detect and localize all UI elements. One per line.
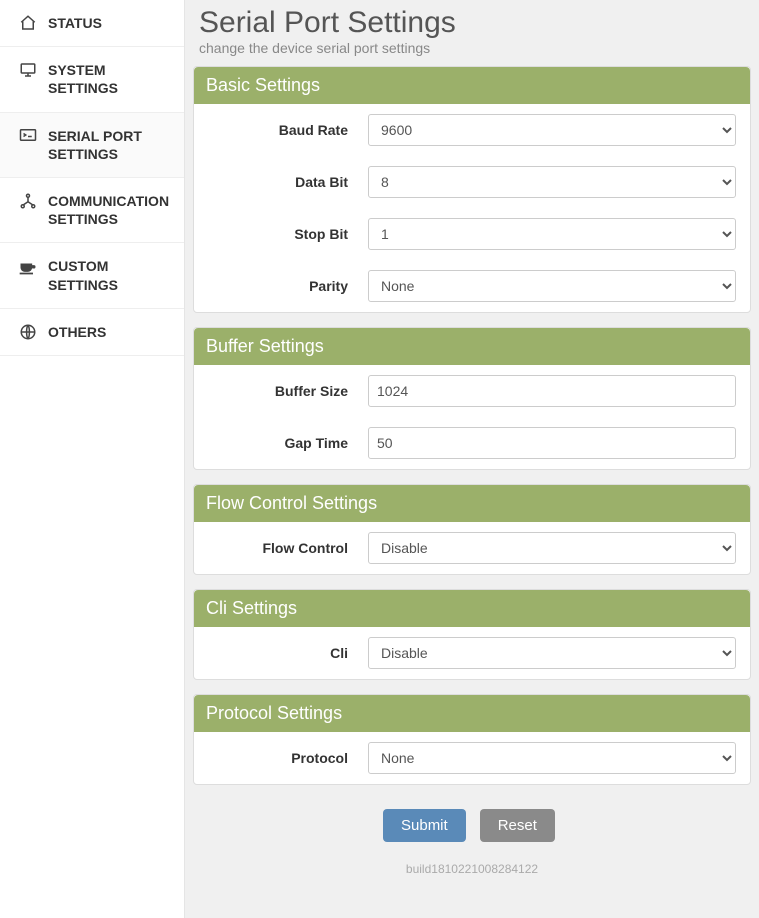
footer-build: build1810221008284122 [193, 852, 751, 876]
sidebar-item-custom[interactable]: CUSTOM SETTINGS [0, 243, 184, 308]
sidebar-item-label: COMMUNICATION SETTINGS [48, 192, 169, 228]
main-content: Serial Port Settings change the device s… [185, 0, 759, 918]
select-parity[interactable]: None [368, 270, 736, 302]
panel-header: Flow Control Settings [194, 485, 750, 522]
panel-protocol: Protocol Settings Protocol None [193, 694, 751, 785]
coffee-icon [18, 257, 38, 275]
select-cli[interactable]: Disable [368, 637, 736, 669]
sidebar-item-serial[interactable]: SERIAL PORT SETTINGS [0, 113, 184, 178]
panel-header: Basic Settings [194, 67, 750, 104]
sidebar-item-label: SYSTEM SETTINGS [48, 61, 168, 97]
select-flow-control[interactable]: Disable [368, 532, 736, 564]
label-protocol: Protocol [208, 750, 368, 766]
select-stop-bit[interactable]: 1 [368, 218, 736, 250]
sidebar: STATUS SYSTEM SETTINGS SERIAL PORT SETTI… [0, 0, 185, 918]
sidebar-item-others[interactable]: OTHERS [0, 309, 184, 356]
sidebar-item-label: CUSTOM SETTINGS [48, 257, 168, 293]
label-baud-rate: Baud Rate [208, 122, 368, 138]
home-icon [18, 14, 38, 32]
label-cli: Cli [208, 645, 368, 661]
label-stop-bit: Stop Bit [208, 226, 368, 242]
label-gap-time: Gap Time [208, 435, 368, 451]
sidebar-item-comm[interactable]: COMMUNICATION SETTINGS [0, 178, 184, 243]
network-icon [18, 192, 38, 210]
sidebar-item-status[interactable]: STATUS [0, 0, 184, 47]
submit-button[interactable]: Submit [383, 809, 466, 842]
page-title: Serial Port Settings [193, 0, 751, 40]
page-subtitle: change the device serial port settings [193, 40, 751, 66]
reset-button[interactable]: Reset [480, 809, 555, 842]
select-data-bit[interactable]: 8 [368, 166, 736, 198]
label-data-bit: Data Bit [208, 174, 368, 190]
panel-basic: Basic Settings Baud Rate 9600 Data Bit 8… [193, 66, 751, 313]
terminal-icon [18, 127, 38, 143]
label-flow-control: Flow Control [208, 540, 368, 556]
panel-header: Cli Settings [194, 590, 750, 627]
panel-flow: Flow Control Settings Flow Control Disab… [193, 484, 751, 575]
label-buffer-size: Buffer Size [208, 383, 368, 399]
label-parity: Parity [208, 278, 368, 294]
sidebar-item-system[interactable]: SYSTEM SETTINGS [0, 47, 184, 112]
select-baud-rate[interactable]: 9600 [368, 114, 736, 146]
sidebar-item-label: STATUS [48, 14, 102, 32]
panel-header: Protocol Settings [194, 695, 750, 732]
input-gap-time[interactable] [368, 427, 736, 459]
input-buffer-size[interactable] [368, 375, 736, 407]
monitor-icon [18, 61, 38, 79]
select-protocol[interactable]: None [368, 742, 736, 774]
panel-buffer: Buffer Settings Buffer Size Gap Time [193, 327, 751, 470]
button-row: Submit Reset [193, 799, 751, 852]
globe-icon [18, 323, 38, 341]
panel-header: Buffer Settings [194, 328, 750, 365]
sidebar-item-label: OTHERS [48, 323, 106, 341]
sidebar-item-label: SERIAL PORT SETTINGS [48, 127, 168, 163]
panel-cli: Cli Settings Cli Disable [193, 589, 751, 680]
